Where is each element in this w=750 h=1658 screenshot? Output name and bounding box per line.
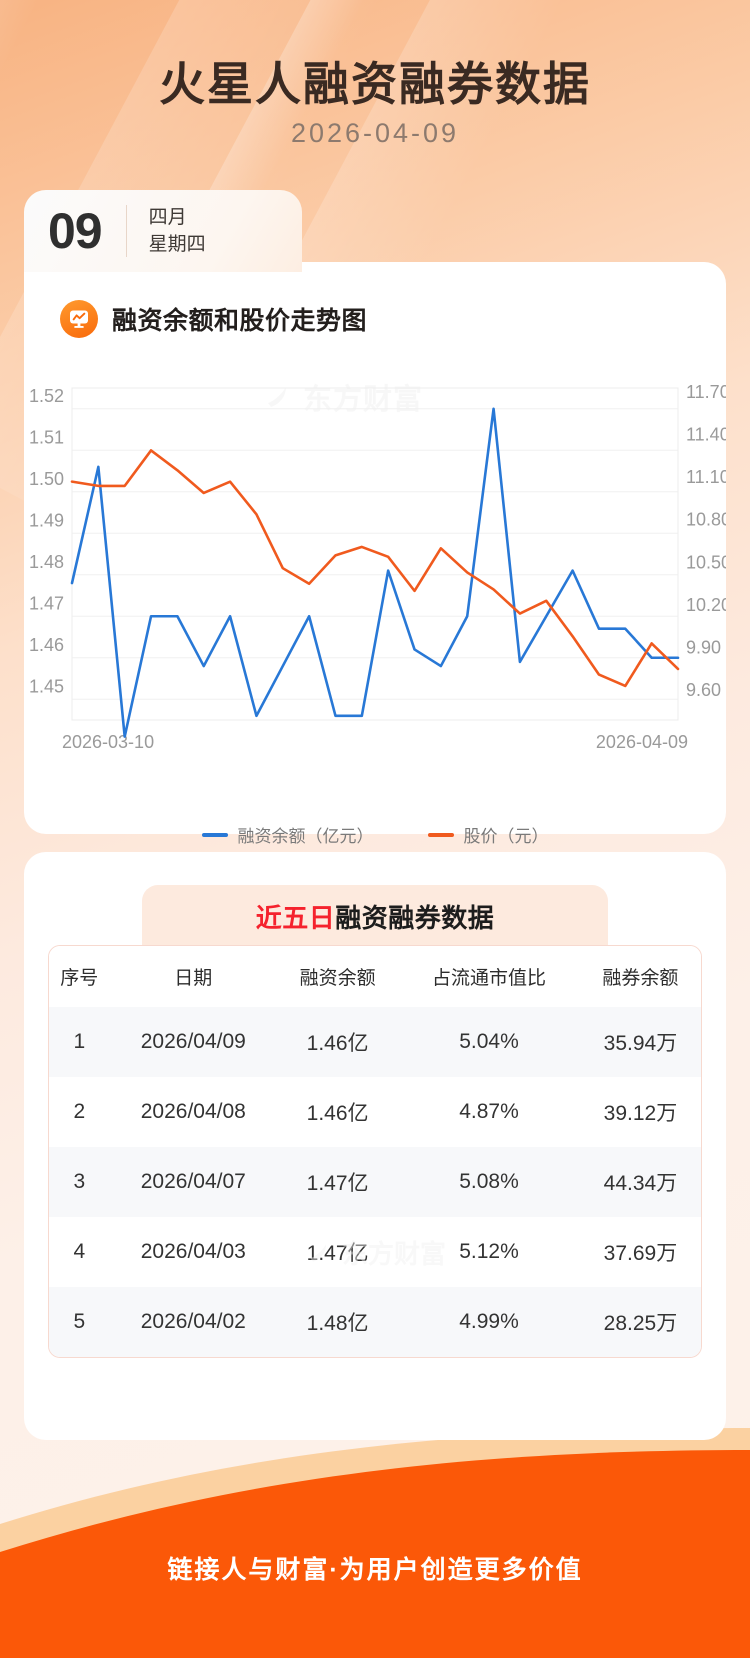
y-axis-tick-left: 1.48 [29, 552, 64, 572]
y-axis-tick-right: 11.40 [686, 425, 726, 445]
table-body: 1 2026/04/09 1.46亿 5.04% 35.94万 2 2026/04/08 1.… [49, 1007, 701, 1357]
row-date: 2026/04/02 [140, 1310, 246, 1333]
legend-label-price: 股价（元） [463, 827, 549, 846]
table-title-highlight: 近五日 [255, 902, 336, 933]
footer-slogan: 链接人与财富·为用户创造更多价值 [167, 1556, 583, 1584]
row-index: 1 [73, 1030, 86, 1053]
date-weekday: 星期四 [148, 233, 206, 255]
table-row[interactable]: 1 2026/04/09 1.46亿 5.04% 35.94万 [49, 1007, 701, 1077]
table-card: 近五日融资融券数据 东方财富 序号 日期 融资余额 占流通市值比 融券余额 1 2026/… [24, 852, 726, 1440]
y-axis-tick-left: 1.52 [29, 386, 64, 406]
y-axis-tick-right: 11.10 [686, 467, 726, 487]
date-divider [125, 205, 127, 257]
series-line-price [70, 449, 680, 688]
date-month: 四月 [148, 206, 187, 228]
row-float-ratio: 5.08% [459, 1170, 519, 1193]
y-axis-tick-left: 1.51 [29, 427, 64, 447]
chart-plot-area[interactable]: 东方财富 1.52 1.51 1.50 1.49 1.48 1.47 1.46 1.45 11.… [24, 360, 731, 780]
y-axis-tick-right: 11.70 [686, 382, 726, 402]
row-float-ratio: 5.04% [459, 1030, 519, 1053]
margin-data-table[interactable]: 东方财富 序号 日期 融资余额 占流通市值比 融券余额 1 2026/04/09 1.46亿… [48, 945, 702, 1358]
legend-swatch-margin [201, 832, 228, 837]
row-short-balance: 28.25万 [603, 1312, 678, 1335]
table-row[interactable]: 3 2026/04/07 1.47亿 5.08% 44.34万 [49, 1147, 701, 1217]
y-axis-tick-left: 1.49 [29, 510, 64, 530]
table-title-text: 近五日融资融券数据 [256, 898, 495, 935]
y-axis-tick-left: 1.45 [29, 676, 64, 696]
row-index: 4 [73, 1240, 86, 1263]
chart-card: 融资余额和股价走势图 东方财富 1.52 1.51 1.50 1.49 1.48 1.47… [24, 262, 731, 846]
column-header-0: 序号 [49, 946, 110, 1007]
legend-swatch-price [427, 832, 454, 837]
legend-item-margin[interactable]: 融资余额（亿元） [201, 822, 374, 847]
row-date: 2026/04/08 [140, 1100, 246, 1123]
table-title-badge: 近五日融资融券数据 [142, 885, 608, 947]
legend-label-margin: 融资余额（亿元） [237, 827, 374, 846]
row-short-balance: 35.94万 [603, 1032, 678, 1055]
row-date: 2026/04/07 [140, 1170, 246, 1193]
row-index: 2 [73, 1100, 86, 1123]
table-title-rest: 融资融券数据 [335, 902, 495, 933]
page-title: 火星人融资融券数据 [159, 58, 591, 110]
row-short-balance: 39.12万 [603, 1102, 678, 1125]
table-row[interactable]: 5 2026/04/02 1.48亿 4.99% 28.25万 [49, 1287, 701, 1357]
date-day-number: 09 [48, 203, 103, 259]
row-index: 3 [73, 1170, 86, 1193]
chart-legend: 融资余额（亿元） 股价（元） [24, 822, 726, 847]
series-line-margin [70, 407, 680, 738]
row-float-ratio: 5.12% [459, 1240, 519, 1263]
legend-item-price[interactable]: 股价（元） [427, 822, 549, 847]
footer: 链接人与财富·为用户创造更多价值 [0, 1428, 750, 1658]
row-short-balance: 44.34万 [603, 1172, 678, 1195]
chart-monitor-icon [60, 300, 98, 338]
y-axis-tick-left: 1.46 [29, 635, 64, 655]
trend-chart: 1.52 1.51 1.50 1.49 1.48 1.47 1.46 1.45 11.70 11.… [29, 382, 731, 752]
x-axis-tick-start: 2026-03-10 [62, 732, 154, 752]
table-head: 序号 日期 融资余额 占流通市值比 融券余额 [49, 946, 701, 1007]
row-margin-balance: 1.47亿 [306, 1242, 369, 1265]
row-margin-balance: 1.47亿 [306, 1172, 369, 1195]
footer-wave [0, 1428, 750, 1658]
row-float-ratio: 4.99% [459, 1310, 519, 1333]
chart-header: 融资余额和股价走势图 [60, 300, 367, 338]
row-short-balance: 37.69万 [603, 1242, 678, 1265]
chart-title: 融资余额和股价走势图 [112, 307, 368, 335]
y-axis-tick-right: 10.80 [686, 510, 726, 530]
plot-frame [71, 387, 679, 721]
table-row[interactable]: 2 2026/04/08 1.46亿 4.87% 39.12万 [49, 1077, 701, 1147]
table-header-row: 序号 日期 融资余额 占流通市值比 融券余额 [49, 946, 701, 1007]
table-row[interactable]: 4 2026/04/03 1.47亿 5.12% 37.69万 [49, 1217, 701, 1287]
row-float-ratio: 4.87% [459, 1100, 519, 1123]
row-date: 2026/04/09 [140, 1030, 246, 1053]
header: 火星人融资融券数据 2026-04-09 [0, 0, 750, 186]
column-header-1: 日期 [109, 946, 278, 1007]
header-date: 2026-04-09 [290, 118, 460, 148]
row-date: 2026/04/03 [140, 1240, 246, 1263]
y-axis-tick-right: 9.60 [686, 680, 721, 700]
y-axis-tick-right: 10.20 [686, 595, 726, 615]
column-header-2: 融资余额 [277, 946, 399, 1007]
row-index: 5 [73, 1310, 86, 1333]
date-card: 09 四月 星期四 [24, 190, 302, 272]
row-margin-balance: 1.48亿 [306, 1312, 369, 1335]
table: 序号 日期 融资余额 占流通市值比 融券余额 1 2026/04/09 1.46亿 5.04%… [49, 946, 701, 1357]
row-margin-balance: 1.46亿 [306, 1032, 369, 1055]
column-header-3: 占流通市值比 [398, 946, 580, 1007]
y-axis-tick-left: 1.50 [29, 469, 64, 489]
date-meta: 四月 星期四 [149, 207, 206, 256]
x-axis-tick-end: 2026-04-09 [596, 732, 688, 752]
y-axis-tick-left: 1.47 [29, 593, 64, 613]
y-axis-tick-right: 9.90 [686, 637, 721, 657]
row-margin-balance: 1.46亿 [306, 1102, 369, 1125]
column-header-4: 融券余额 [579, 946, 701, 1007]
y-axis-tick-right: 10.50 [686, 552, 726, 572]
